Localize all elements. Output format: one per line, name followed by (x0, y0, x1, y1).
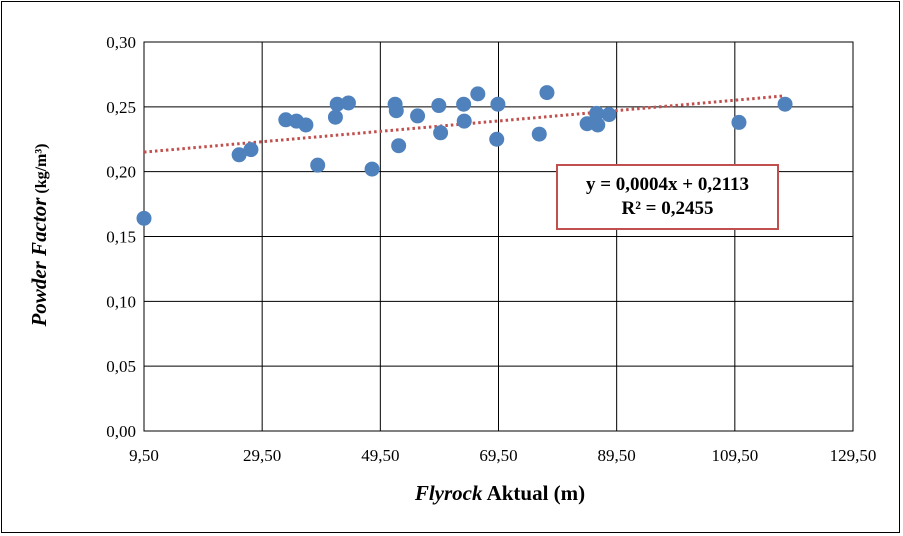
data-point (470, 86, 486, 102)
x-tick-label: 29,50 (243, 446, 281, 465)
data-point (456, 96, 472, 112)
x-tick-label: 109,50 (711, 446, 758, 465)
trendline-r-squared: R² = 0,2455 (621, 198, 714, 219)
x-axis-title: Flyrock Aktual (m) (414, 481, 585, 505)
data-point (601, 107, 617, 123)
plot-area-border (143, 41, 854, 432)
data-point (310, 157, 326, 173)
data-point (731, 114, 747, 130)
data-point (364, 161, 380, 177)
y-tick-label: 0,25 (106, 98, 136, 117)
data-point (531, 126, 547, 142)
trendline-equation-box: y = 0,0004x + 0,2113 R² = 0,2455 (556, 164, 779, 230)
data-point (490, 96, 506, 112)
y-tick-label: 0,05 (106, 357, 136, 376)
data-point (340, 95, 356, 111)
x-tick-label: 89,50 (598, 446, 636, 465)
y-tick-label: 0,30 (106, 33, 136, 52)
data-point (298, 117, 314, 133)
x-tick-label: 9,50 (129, 446, 159, 465)
x-tick-label: 129,50 (830, 446, 877, 465)
data-point (539, 85, 555, 101)
y-axis-title: Powder Factor (kg/m³) (27, 143, 51, 327)
data-point (327, 109, 343, 125)
data-point (590, 117, 606, 133)
data-point (456, 113, 472, 129)
data-point (589, 105, 605, 121)
y-tick-label: 0,00 (106, 422, 136, 441)
data-point (231, 147, 247, 163)
data-point (388, 103, 404, 119)
y-tick-labels: 0,00 0,05 0,10 0,15 0,20 0,25 0,30 (106, 33, 136, 441)
data-point (777, 96, 793, 112)
trendline-equation: y = 0,0004x + 0,2113 (585, 174, 750, 195)
data-points (136, 85, 793, 226)
data-point (391, 138, 407, 154)
data-point (433, 125, 449, 141)
data-point (136, 210, 152, 226)
x-tick-label: 49,50 (361, 446, 399, 465)
data-point (243, 142, 259, 158)
data-point (410, 108, 426, 124)
data-point (329, 96, 345, 112)
data-point (431, 98, 447, 114)
x-tick-label: 69,50 (479, 446, 517, 465)
y-tick-label: 0,20 (106, 163, 136, 182)
data-point (489, 131, 505, 147)
x-tick-labels: 9,50 29,50 49,50 69,50 89,50 109,50 129,50 (129, 446, 876, 465)
y-tick-label: 0,15 (106, 228, 136, 247)
y-tick-label: 0,10 (106, 292, 136, 311)
